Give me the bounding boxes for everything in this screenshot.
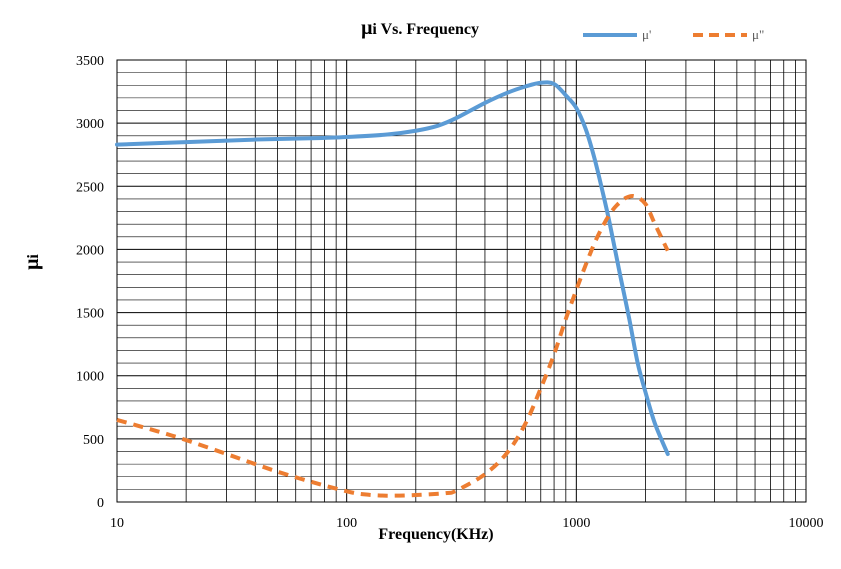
y-axis-title: μi bbox=[21, 254, 43, 270]
x-tick-label: 10 bbox=[110, 516, 124, 531]
y-tick-label: 1500 bbox=[76, 307, 104, 322]
series-mu-double-prime-line bbox=[116, 193, 670, 498]
title-mu: μ bbox=[361, 17, 373, 39]
x-tick-label: 1000 bbox=[562, 516, 590, 531]
series-mu-prime-line bbox=[115, 80, 670, 457]
chart-title: μi Vs. Frequency bbox=[361, 17, 479, 39]
grid-layer bbox=[116, 59, 807, 503]
y-tick-label: 2500 bbox=[76, 180, 104, 195]
series-layer bbox=[115, 80, 670, 498]
axes-layer: 0 500 1000 1500 2000 2500 3000 3500 10 100 1000 100… bbox=[76, 54, 824, 531]
title-rest: Vs. Frequency bbox=[377, 21, 479, 38]
x-tick-label: 10000 bbox=[789, 516, 824, 531]
legend-label-mu-prime: μ' bbox=[642, 27, 651, 42]
y-tick-label: 3500 bbox=[76, 54, 104, 69]
title-subscript: i bbox=[372, 21, 377, 38]
y-tick-label: 500 bbox=[83, 433, 104, 448]
x-tick-label: 100 bbox=[336, 516, 357, 531]
y-axis-mu: μ bbox=[21, 258, 43, 270]
legend: μ' μ" bbox=[583, 27, 764, 42]
y-tick-label: 0 bbox=[97, 496, 104, 511]
y-tick-label: 1000 bbox=[76, 370, 104, 385]
x-axis-title: Frequency(KHz) bbox=[378, 526, 493, 543]
plot-area-border bbox=[116, 59, 807, 503]
y-axis-subscript: i bbox=[25, 254, 42, 259]
y-tick-label: 2000 bbox=[76, 243, 104, 258]
legend-label-mu-double-prime: μ" bbox=[752, 27, 764, 42]
y-tick-label: 3000 bbox=[76, 117, 104, 132]
